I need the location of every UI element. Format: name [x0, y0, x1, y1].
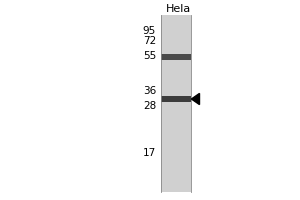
- Text: 95: 95: [143, 26, 156, 36]
- Bar: [160, 96, 190, 102]
- Polygon shape: [191, 93, 200, 105]
- Text: 28: 28: [143, 101, 156, 111]
- Text: 55: 55: [143, 51, 156, 61]
- Bar: [160, 54, 190, 60]
- Text: Hela: Hela: [166, 4, 191, 14]
- Text: 72: 72: [143, 36, 156, 46]
- Bar: [160, 15, 190, 192]
- Text: 17: 17: [143, 148, 156, 158]
- Text: 36: 36: [143, 86, 156, 96]
